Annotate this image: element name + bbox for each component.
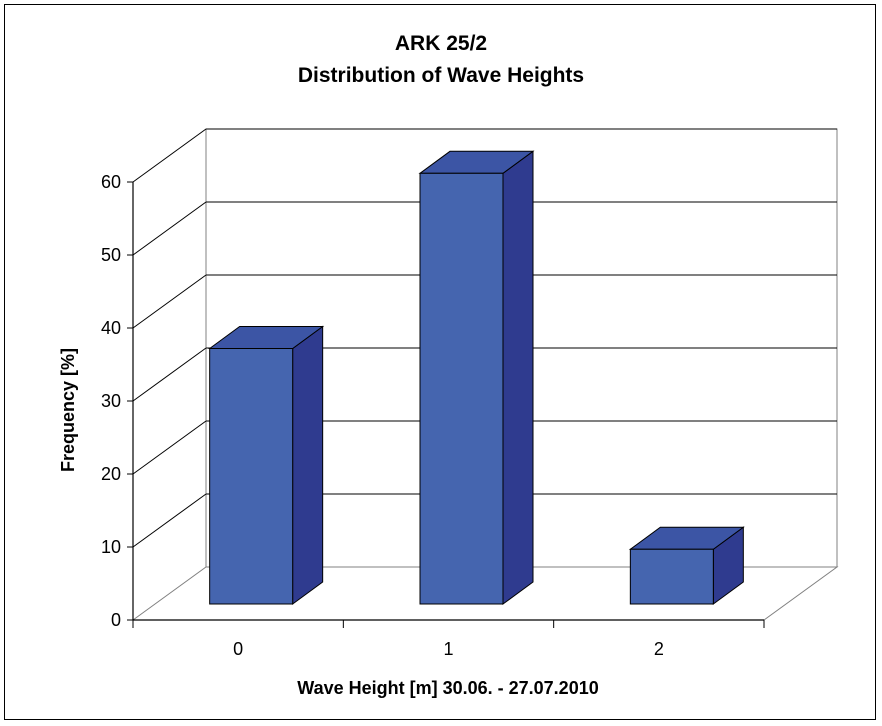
gridline-diagonal — [132, 347, 207, 402]
y-tick-labels: 0 10 20 30 40 50 60 — [101, 172, 121, 630]
bar-front — [419, 172, 504, 605]
chart-title: ARK 25/2 — [395, 32, 487, 55]
chart-subtitle: Distribution of Wave Heights — [298, 64, 584, 87]
x-tick-label: 1 — [443, 639, 453, 659]
bars — [208, 150, 745, 605]
gridline-diagonal — [132, 493, 207, 548]
y-axis-label: Frequency [%] — [58, 348, 78, 472]
gridline-diagonal — [132, 420, 207, 475]
x-tick-labels: 0 1 2 — [132, 620, 765, 659]
bar — [418, 150, 535, 605]
x-axis-label: Wave Height [m] 30.06. - 27.07.2010 — [297, 678, 598, 698]
x-tick-label: 0 — [233, 639, 243, 659]
x-tick-label: 2 — [654, 639, 664, 659]
y-tick-label: 60 — [101, 172, 121, 192]
y-tick-label: 20 — [101, 464, 121, 484]
gridline-diagonal — [132, 274, 207, 329]
gridline-diagonal — [132, 201, 207, 256]
gridline-diagonal — [132, 128, 207, 183]
y-tick-label: 50 — [101, 245, 121, 265]
bar — [208, 325, 325, 605]
bar — [628, 526, 745, 605]
bar-front — [629, 548, 714, 605]
y-tick-label: 40 — [101, 318, 121, 338]
bar-side — [502, 150, 534, 605]
bar-side — [292, 325, 324, 605]
y-tick-label: 10 — [101, 537, 121, 557]
y-tick-label: 30 — [101, 391, 121, 411]
axes — [132, 182, 764, 621]
bar-front — [209, 348, 294, 605]
y-tick-label: 0 — [111, 610, 121, 630]
